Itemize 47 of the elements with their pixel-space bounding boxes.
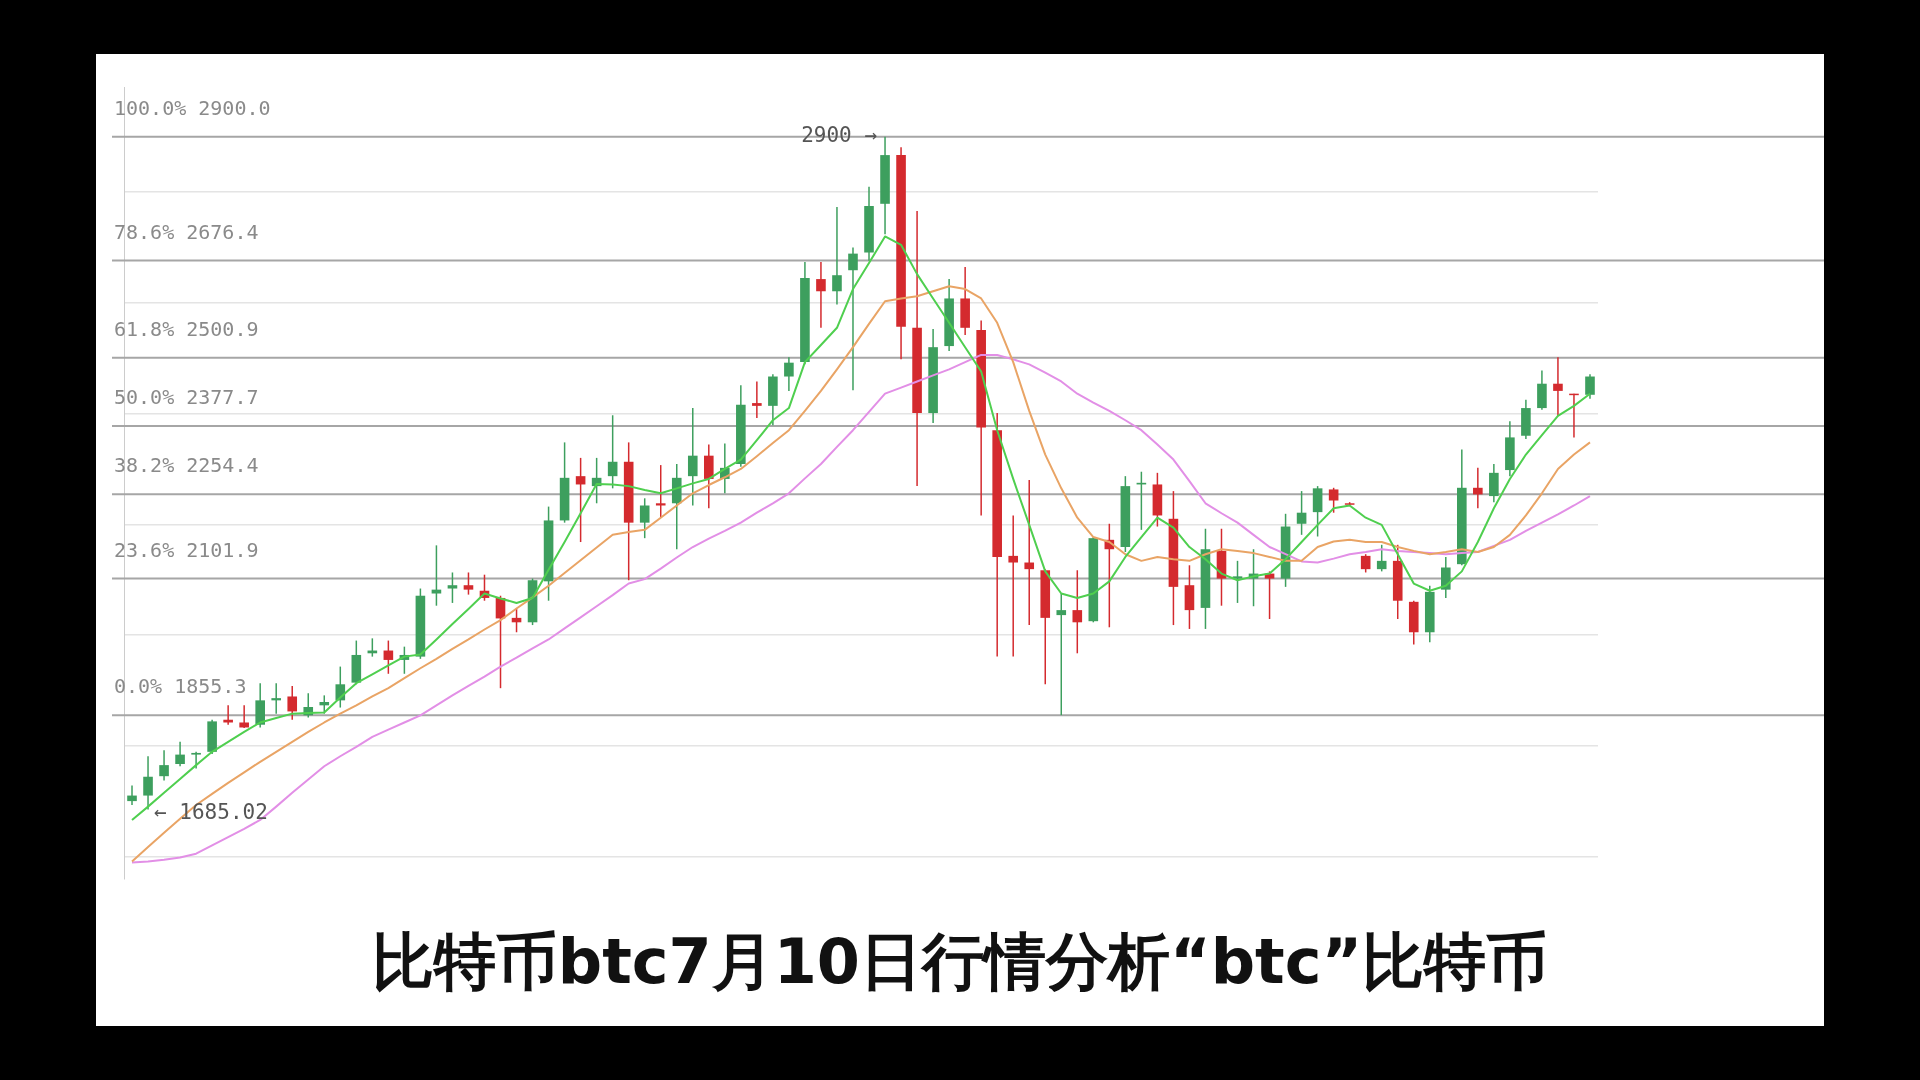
candlestick <box>848 246 858 392</box>
candlestick <box>1360 553 1371 574</box>
candlestick <box>1376 544 1387 573</box>
candlestick <box>319 694 330 715</box>
candlestick <box>816 261 826 329</box>
candlestick <box>752 380 762 419</box>
candlestick <box>143 755 153 811</box>
ref-line-label: 0.0% 1855.3 <box>114 674 247 699</box>
candlestick <box>383 639 394 675</box>
text: 比特币btc7月10日行情分析“btc”比特币 <box>370 924 1550 1000</box>
candlestick <box>1072 569 1083 655</box>
candlestick <box>1232 560 1243 604</box>
candlestick <box>1585 373 1595 400</box>
candlestick <box>1008 514 1019 658</box>
candlestick <box>1553 356 1563 418</box>
candlestick <box>1473 467 1483 510</box>
candlestick <box>784 356 794 392</box>
candlestick <box>1312 485 1323 538</box>
candlestick <box>703 443 714 510</box>
candlestick <box>639 497 650 539</box>
candlestick <box>687 407 698 507</box>
candlestick <box>655 464 666 519</box>
candlestick <box>575 457 586 543</box>
ref-line-label: 23.6% 2101.9 <box>114 537 259 562</box>
candlestick <box>1056 592 1067 716</box>
candlestick <box>271 682 282 715</box>
ref-line-label: 100.0% 2900.0 <box>114 95 271 120</box>
candlestick <box>832 206 842 306</box>
candlestick <box>1440 556 1451 599</box>
candlestick <box>127 784 137 806</box>
ref-line-label: 38.2% 2254.4 <box>114 453 259 478</box>
candlestick <box>1296 490 1307 536</box>
candlestick <box>463 571 474 596</box>
candlestick <box>175 741 185 767</box>
candlestick <box>607 414 618 490</box>
ref-line-label: 50.0% 2377.7 <box>114 384 259 409</box>
annotation: 2900 → <box>801 123 878 148</box>
candlestick <box>1328 487 1339 514</box>
candlestick <box>159 749 169 782</box>
ref-line-label: 78.6% 2676.4 <box>114 219 259 244</box>
candlestick <box>1024 479 1035 626</box>
candlestick <box>287 685 298 721</box>
candlestick <box>1489 463 1499 503</box>
candlestick <box>239 704 249 729</box>
ref-line-label: 61.8% 2500.9 <box>114 316 259 341</box>
candlestick <box>447 571 458 604</box>
candlestick <box>431 544 442 607</box>
